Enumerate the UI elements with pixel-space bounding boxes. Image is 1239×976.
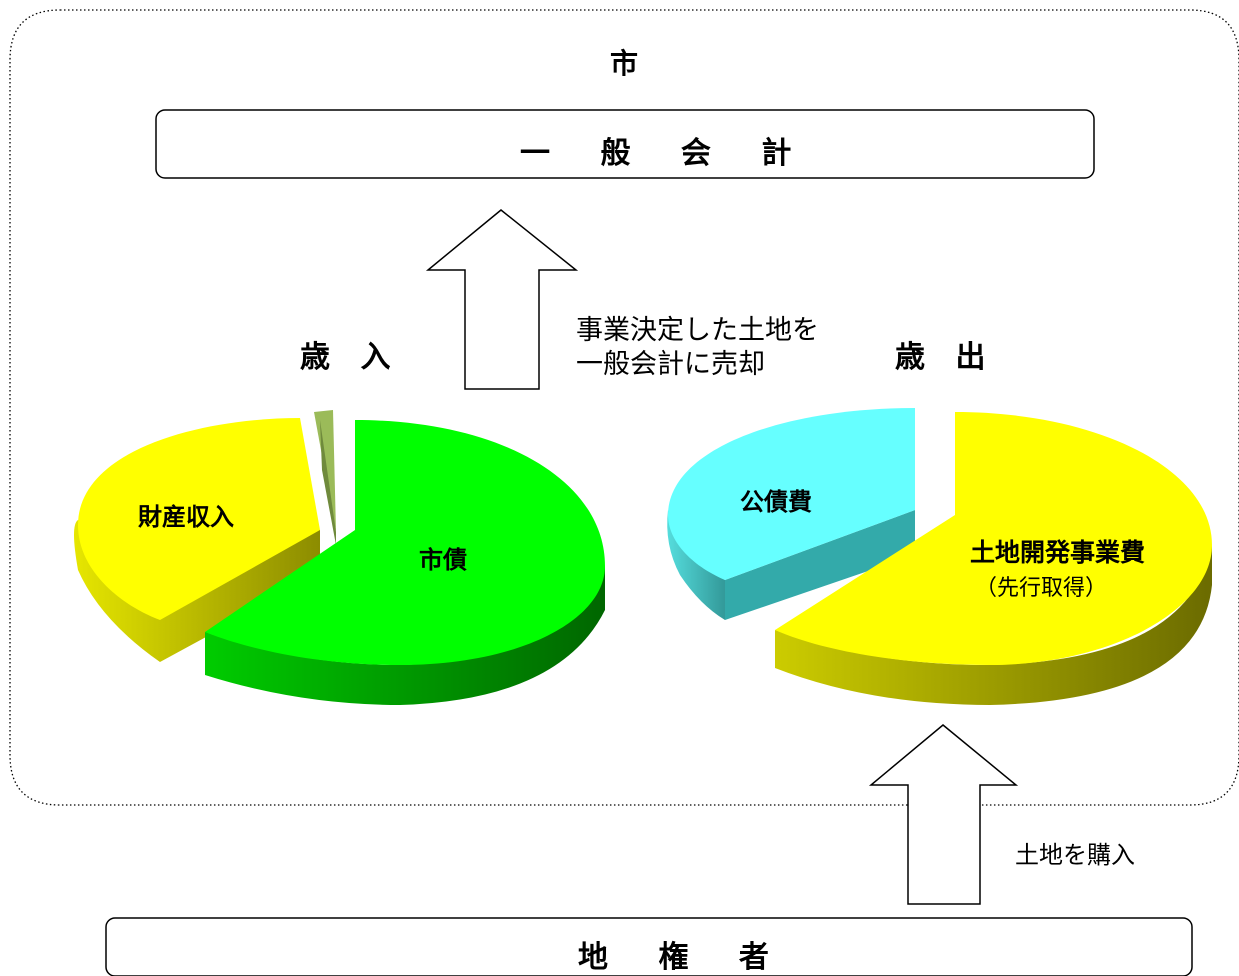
purchase-note-label: 土地を購入 xyxy=(1015,841,1135,869)
revenue-slice-label-municipal-bonds: 市債 xyxy=(419,546,467,574)
landowner-label: 地 権 者 xyxy=(578,940,789,975)
expenditure-slice-debt-service-inner xyxy=(725,510,915,620)
revenue-slice-bonds-side xyxy=(205,566,605,705)
revenue-slice-property-income xyxy=(78,418,320,620)
revenue-slice-other-side xyxy=(320,420,336,545)
expenditure-slice-label-land-development: 土地開発事業費 xyxy=(970,538,1146,567)
revenue-title: 歳 入 xyxy=(300,340,401,375)
general-account-label: 一 般 会 計 xyxy=(520,136,812,171)
city-label: 市 xyxy=(610,47,639,80)
sale-up-arrow xyxy=(425,209,579,390)
transfer-note-line1: 事業決定した土地を xyxy=(576,315,819,346)
city-boundary xyxy=(9,9,1239,806)
revenue-slice-municipal-bonds xyxy=(205,420,605,665)
general-account-box xyxy=(155,109,1095,179)
expenditure-slice-debt-service-side xyxy=(667,510,725,620)
revenue-pie-chart xyxy=(74,410,605,705)
expenditure-pie-chart xyxy=(667,408,1212,705)
expenditure-slice-label-debt-service: 公債費 xyxy=(740,488,812,516)
expenditure-slice-sublabel-advance-acquisition: （先行取得） xyxy=(975,576,1108,601)
landowner-box xyxy=(105,917,1193,976)
transfer-note-line2: 一般会計に売却 xyxy=(576,349,765,380)
expenditure-slice-debt-service xyxy=(668,408,915,580)
expenditure-title: 歳 出 xyxy=(895,340,996,375)
revenue-slice-label-property-income: 財産収入 xyxy=(138,503,234,531)
expenditure-slice-land-development xyxy=(775,412,1212,665)
purchase-up-arrow xyxy=(868,724,1019,905)
expenditure-slice-land-dev-side xyxy=(775,545,1212,705)
